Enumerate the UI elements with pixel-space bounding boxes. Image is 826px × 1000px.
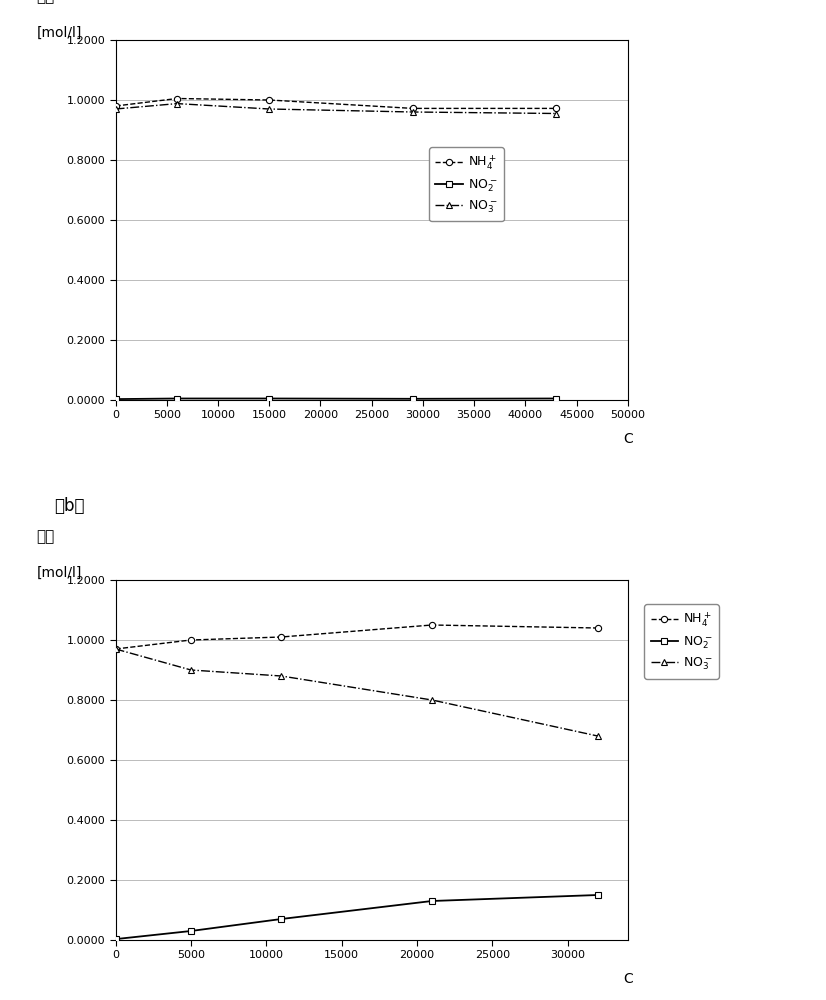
Text: C: C	[623, 972, 633, 986]
Text: 濃度: 濃度	[36, 529, 55, 544]
Legend: NH$_4^+$, NO$_2^-$, NO$_3^-$: NH$_4^+$, NO$_2^-$, NO$_3^-$	[644, 604, 719, 679]
Text: [mol/l]: [mol/l]	[36, 566, 82, 580]
Legend: NH$_4^+$, NO$_2^-$, NO$_3^-$: NH$_4^+$, NO$_2^-$, NO$_3^-$	[430, 147, 504, 221]
Text: 濃度: 濃度	[36, 0, 55, 4]
Text: [mol/l]: [mol/l]	[36, 26, 82, 40]
Text: C: C	[623, 432, 633, 446]
Text: （b）: （b）	[55, 497, 85, 515]
